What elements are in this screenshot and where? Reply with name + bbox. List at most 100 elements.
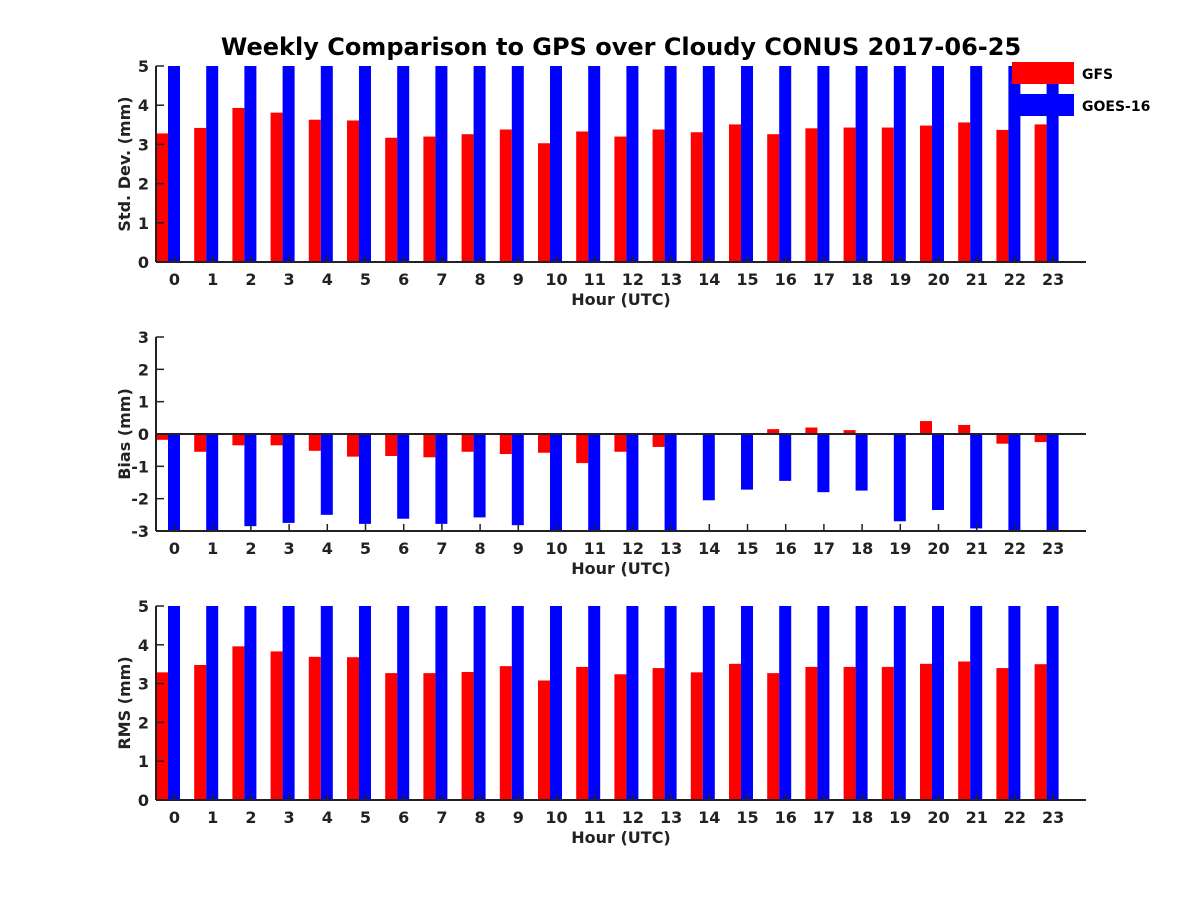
bar-goes-16-hour-23: [1046, 434, 1059, 531]
bar-gfs-hour-17: [805, 666, 818, 800]
bar-goes-16-hour-7: [435, 606, 448, 800]
bar-gfs-hour-19: [881, 666, 894, 800]
x-tick-label: 12: [622, 539, 644, 558]
x-tick-label: 5: [360, 808, 371, 827]
bar-goes-16-hour-4: [320, 434, 333, 515]
bar-goes-16-hour-10: [550, 434, 562, 531]
x-tick-label: 7: [436, 808, 447, 827]
x-tick-label: 2: [245, 270, 256, 289]
bar-goes-16-hour-14: [702, 434, 715, 501]
bar-goes-16-hour-0: [168, 66, 180, 262]
bar-goes-16-hour-5: [359, 606, 371, 800]
bar-gfs-hour-2: [232, 646, 245, 800]
x-tick-label: 14: [698, 270, 720, 289]
bar-goes-16-hour-13: [664, 606, 677, 800]
x-tick-label: 8: [475, 539, 486, 558]
bar-gfs-hour-17: [805, 128, 818, 262]
x-tick-label: 14: [698, 808, 720, 827]
bar-gfs-hour-12: [614, 674, 627, 800]
bar-gfs-hour-7: [423, 434, 436, 458]
x-tick-label: 3: [284, 808, 295, 827]
bar-goes-16-hour-6: [397, 434, 410, 519]
x-tick-label: 1: [207, 808, 218, 827]
bar-goes-16-hour-21: [970, 434, 983, 529]
y-axis-label: Bias (mm): [115, 388, 134, 480]
x-tick-label: 15: [736, 539, 758, 558]
bar-gfs-hour-2: [232, 107, 245, 262]
bar-gfs-hour-12: [614, 434, 627, 452]
x-tick-label: 0: [169, 539, 180, 558]
bar-goes-16-hour-22: [1008, 434, 1021, 531]
y-tick-label: -2: [131, 490, 149, 509]
bar-goes-16-hour-19: [893, 606, 906, 800]
bar-gfs-hour-4: [308, 434, 321, 451]
bar-goes-16-hour-10: [550, 606, 562, 800]
bar-gfs-hour-4: [308, 119, 321, 262]
bar-gfs-hour-10: [538, 680, 550, 800]
x-tick-label: 15: [736, 270, 758, 289]
bar-gfs-hour-22: [996, 434, 1009, 444]
bar-gfs-hour-0: [156, 133, 168, 262]
x-tick-label: 12: [622, 808, 644, 827]
x-tick-label: 0: [169, 270, 180, 289]
y-tick-label: 4: [138, 96, 149, 115]
bar-gfs-hour-8: [461, 434, 474, 452]
bar-goes-16-hour-11: [588, 434, 601, 531]
x-axis-label: Hour (UTC): [571, 559, 671, 578]
x-tick-label: 13: [660, 808, 682, 827]
x-tick-label: 2: [245, 808, 256, 827]
x-tick-label: 9: [513, 539, 524, 558]
bar-goes-16-hour-16: [779, 606, 792, 800]
bar-goes-16-hour-17: [817, 434, 830, 493]
y-tick-label: 1: [138, 214, 149, 233]
x-tick-label: 10: [545, 539, 567, 558]
legend-swatch-goes-16: [1012, 94, 1074, 116]
bar-gfs-hour-18: [843, 666, 856, 800]
x-tick-label: 21: [966, 539, 988, 558]
bar-gfs-hour-3: [270, 651, 283, 800]
x-tick-label: 23: [1042, 270, 1064, 289]
bar-goes-16-hour-9: [511, 434, 524, 526]
bar-gfs-hour-0: [156, 672, 168, 800]
bar-gfs-hour-4: [308, 656, 321, 800]
bar-gfs-hour-20: [920, 663, 932, 800]
x-tick-label: 9: [513, 808, 524, 827]
bar-goes-16-hour-9: [511, 606, 524, 800]
y-tick-label: 4: [138, 636, 149, 655]
bar-gfs-hour-5: [347, 434, 359, 457]
x-tick-label: 20: [927, 270, 949, 289]
y-tick-label: 3: [138, 675, 149, 694]
legend-label-gfs: GFS: [1082, 67, 1113, 83]
bar-goes-16-hour-12: [626, 66, 639, 262]
bar-gfs-hour-5: [347, 120, 359, 262]
bar-gfs-hour-10: [538, 143, 550, 262]
x-tick-label: 21: [966, 270, 988, 289]
bar-goes-16-hour-2: [244, 66, 257, 262]
bar-gfs-hour-20: [920, 421, 932, 434]
bar-goes-16-hour-8: [473, 434, 486, 518]
bar-gfs-hour-12: [614, 136, 627, 262]
y-tick-label: 3: [138, 328, 149, 347]
x-tick-label: 22: [1004, 808, 1026, 827]
bar-gfs-hour-21: [958, 122, 971, 262]
x-tick-label: 10: [545, 808, 567, 827]
bar-gfs-hour-15: [729, 663, 741, 800]
bar-goes-16-hour-19: [893, 434, 906, 522]
bar-goes-16-hour-9: [511, 66, 524, 262]
bar-gfs-hour-16: [767, 134, 780, 262]
bar-goes-16-hour-2: [244, 434, 257, 527]
y-tick-label: -1: [131, 457, 149, 476]
bar-goes-16-hour-12: [626, 434, 639, 531]
bar-gfs-hour-16: [767, 429, 780, 434]
bar-goes-16-hour-13: [664, 66, 677, 262]
bar-goes-16-hour-17: [817, 66, 830, 262]
y-tick-label: 2: [138, 360, 149, 379]
bar-goes-16-hour-0: [168, 606, 180, 800]
bar-goes-16-hour-21: [970, 606, 983, 800]
x-tick-label: 12: [622, 270, 644, 289]
y-tick-label: 1: [138, 393, 149, 412]
